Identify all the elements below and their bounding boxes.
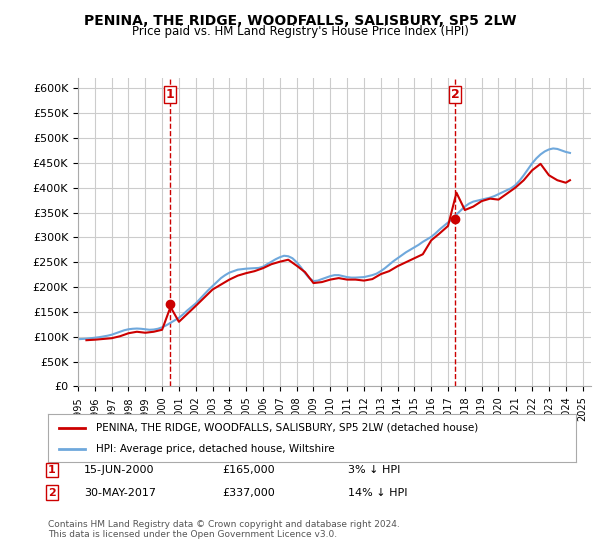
Text: PENINA, THE RIDGE, WOODFALLS, SALISBURY, SP5 2LW (detached house): PENINA, THE RIDGE, WOODFALLS, SALISBURY,… [95,423,478,433]
Text: 2: 2 [48,488,56,498]
Text: 14% ↓ HPI: 14% ↓ HPI [348,488,407,498]
Text: PENINA, THE RIDGE, WOODFALLS, SALISBURY, SP5 2LW: PENINA, THE RIDGE, WOODFALLS, SALISBURY,… [84,14,516,28]
Text: Contains HM Land Registry data © Crown copyright and database right 2024.
This d: Contains HM Land Registry data © Crown c… [48,520,400,539]
Text: 15-JUN-2000: 15-JUN-2000 [84,465,155,475]
Text: HPI: Average price, detached house, Wiltshire: HPI: Average price, detached house, Wilt… [95,444,334,454]
Text: 1: 1 [48,465,56,475]
Text: Price paid vs. HM Land Registry's House Price Index (HPI): Price paid vs. HM Land Registry's House … [131,25,469,38]
Text: 30-MAY-2017: 30-MAY-2017 [84,488,156,498]
Text: £165,000: £165,000 [222,465,275,475]
Text: £337,000: £337,000 [222,488,275,498]
Text: 1: 1 [166,87,174,101]
Text: 2: 2 [451,87,460,101]
Text: 3% ↓ HPI: 3% ↓ HPI [348,465,400,475]
